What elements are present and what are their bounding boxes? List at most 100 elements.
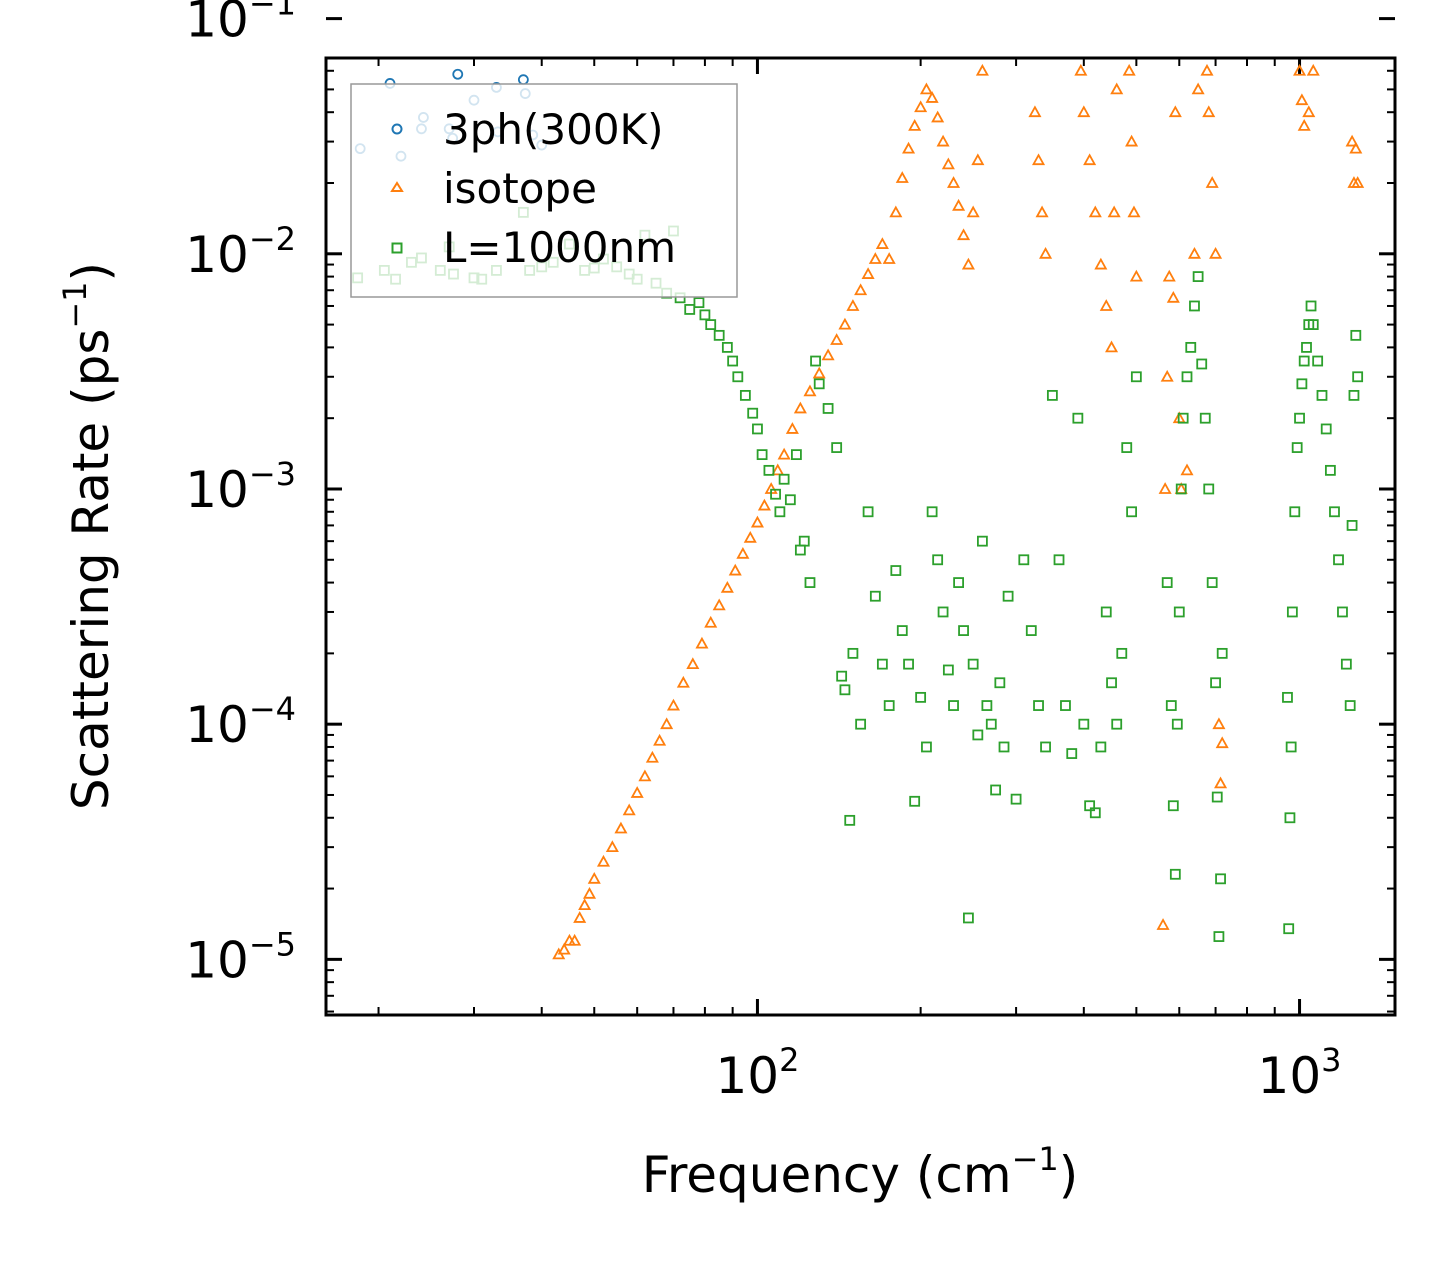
data-point-isotope <box>1306 63 1320 76</box>
data-point-boundary <box>862 506 874 518</box>
data-point-isotope <box>1156 918 1170 930</box>
data-point-boundary <box>921 741 932 753</box>
data-point-boundary <box>1046 389 1058 401</box>
y-tick-label: 10−4 <box>185 690 296 754</box>
data-point-isotope <box>587 871 601 884</box>
data-point-isotope <box>1205 176 1219 188</box>
data-point-boundary <box>699 309 711 321</box>
data-point-boundary <box>1033 700 1044 711</box>
data-point-boundary <box>752 423 763 435</box>
y-axis-title-exponent: −1 <box>56 281 94 328</box>
data-point-boundary <box>727 355 739 367</box>
data-point-isotope <box>952 198 966 211</box>
data-point-boundary <box>721 341 733 353</box>
data-point-boundary <box>1199 412 1211 424</box>
data-point-boundary <box>1192 271 1204 282</box>
x-tick-label: 103 <box>1258 1041 1342 1105</box>
data-point-isotope <box>1166 290 1180 303</box>
data-point-boundary <box>937 606 949 618</box>
data-point-boundary <box>1203 483 1215 495</box>
data-point-boundary <box>1289 506 1301 518</box>
data-point-isotope <box>557 942 571 955</box>
data-point-isotope <box>666 698 681 711</box>
data-point-isotope <box>578 898 592 911</box>
data-point-boundary <box>1100 606 1112 618</box>
legend-marker-isotope <box>390 181 404 192</box>
data-point-boundary <box>1298 355 1310 367</box>
data-point-isotope <box>660 717 674 730</box>
data-point-boundary <box>836 670 848 682</box>
y-tick-base: 10 <box>185 931 249 989</box>
data-point-isotope <box>838 317 852 330</box>
data-point-isotope <box>736 546 750 559</box>
data-point-isotope <box>1191 82 1205 95</box>
data-point-boundary <box>747 407 759 419</box>
y-axis-title: Scattering Rate (ps−1) <box>56 262 120 810</box>
data-point-isotope <box>1107 205 1121 218</box>
data-point-isotope <box>638 769 652 782</box>
data-point-boundary <box>998 741 1010 753</box>
data-point-isotope <box>1215 736 1229 749</box>
y-tick-base: 10 <box>185 226 249 284</box>
x-tick-base: 10 <box>715 1047 779 1105</box>
data-point-isotope <box>1083 153 1097 166</box>
data-point-boundary <box>1175 483 1187 495</box>
data-point-boundary <box>942 664 954 676</box>
data-point-boundary <box>869 590 881 602</box>
legend-label-isotope: isotope <box>443 164 597 213</box>
data-point-boundary <box>774 506 786 518</box>
data-point-boundary <box>1106 677 1117 689</box>
data-point-isotope <box>568 933 582 946</box>
data-point-isotope <box>1035 205 1049 218</box>
data-point-isotope <box>1351 176 1365 188</box>
y-axis-title-close: ) <box>62 262 120 282</box>
data-point-boundary <box>1053 554 1065 566</box>
data-point-boundary <box>896 625 908 636</box>
data-point-boundary <box>909 795 921 807</box>
data-point-boundary <box>876 658 888 670</box>
data-point-boundary <box>972 729 984 741</box>
data-point-3ph <box>452 68 464 80</box>
data-point-boundary <box>844 814 856 826</box>
data-point-isotope <box>771 463 785 476</box>
data-point-boundary <box>953 577 964 588</box>
data-point-boundary <box>756 449 768 461</box>
y-tick-label: 10−5 <box>185 925 296 989</box>
data-point-boundary <box>1216 647 1228 659</box>
data-point-boundary <box>1173 606 1185 618</box>
y-tick-base: 10 <box>185 461 249 519</box>
data-point-isotope <box>1345 134 1359 147</box>
y-tick-exponent: −3 <box>249 455 296 493</box>
data-point-isotope <box>720 580 734 593</box>
data-point-boundary <box>994 677 1006 689</box>
data-point-boundary <box>739 389 751 401</box>
data-point-isotope <box>971 153 985 166</box>
data-point-isotope <box>605 840 619 853</box>
data-point-boundary <box>1346 520 1358 531</box>
data-point-boundary <box>770 488 781 500</box>
data-point-boundary <box>1084 800 1096 812</box>
data-point-boundary <box>1344 700 1356 711</box>
data-point-isotope <box>1212 717 1226 730</box>
data-point-boundary <box>1060 700 1071 711</box>
y-tick-base: 10 <box>185 696 249 754</box>
data-point-isotope <box>1129 269 1143 282</box>
data-point-boundary <box>1291 442 1303 453</box>
data-point-isotope <box>846 299 860 311</box>
data-point-boundary <box>932 554 944 566</box>
data-point-isotope <box>1158 482 1172 494</box>
data-point-boundary <box>813 378 825 390</box>
data-point-isotope <box>704 615 718 628</box>
data-point-boundary <box>1350 329 1362 341</box>
data-point-isotope <box>854 283 868 296</box>
legend-label-boundary: L=1000nm <box>443 223 676 272</box>
data-point-boundary <box>713 329 725 341</box>
y-tick-exponent: −2 <box>249 220 296 258</box>
data-point-isotope <box>757 498 771 511</box>
data-point-boundary <box>804 577 816 588</box>
data-point-isotope <box>728 563 742 576</box>
data-point-isotope <box>695 636 709 649</box>
data-point-isotope <box>914 100 928 113</box>
data-point-isotope <box>750 515 764 528</box>
data-point-isotope <box>919 82 933 95</box>
